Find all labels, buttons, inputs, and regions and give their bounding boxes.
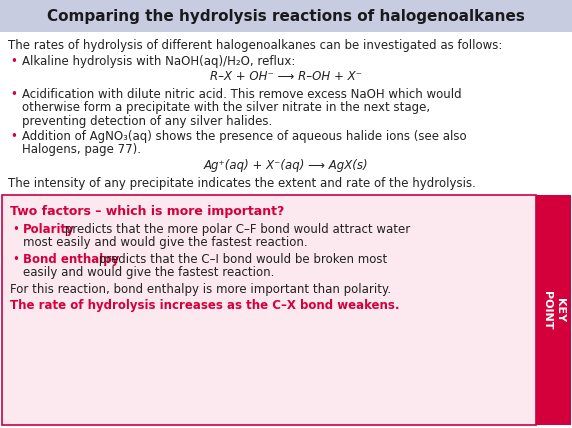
Text: predicts that the more polar C–F bond would attract water: predicts that the more polar C–F bond wo… — [61, 223, 410, 235]
Text: •: • — [12, 253, 19, 265]
Text: otherwise form a precipitate with the silver nitrate in the next stage,: otherwise form a precipitate with the si… — [22, 101, 430, 114]
Text: Alkaline hydrolysis with NaOH(aq)/H₂O, reflux:: Alkaline hydrolysis with NaOH(aq)/H₂O, r… — [22, 54, 295, 68]
Text: The intensity of any precipitate indicates the extent and rate of the hydrolysis: The intensity of any precipitate indicat… — [8, 176, 476, 190]
Text: •: • — [10, 54, 17, 68]
Text: •: • — [10, 130, 17, 143]
Text: Two factors – which is more important?: Two factors – which is more important? — [10, 205, 284, 218]
Text: Polarity: Polarity — [23, 223, 75, 235]
Text: Ag⁺(aq) + X⁻(aq) ⟶ AgX(s): Ag⁺(aq) + X⁻(aq) ⟶ AgX(s) — [204, 159, 368, 172]
Text: The rates of hydrolysis of different halogenoalkanes can be investigated as foll: The rates of hydrolysis of different hal… — [8, 39, 502, 52]
Text: KEY
POINT: KEY POINT — [542, 291, 565, 329]
Text: Bond enthalpy: Bond enthalpy — [23, 253, 119, 265]
Text: preventing detection of any silver halides.: preventing detection of any silver halid… — [22, 115, 272, 128]
Text: The rate of hydrolysis increases as the C–X bond weakens.: The rate of hydrolysis increases as the … — [10, 299, 399, 312]
Text: Addition of AgNO₃(aq) shows the presence of aqueous halide ions (see also: Addition of AgNO₃(aq) shows the presence… — [22, 130, 467, 143]
Text: Halogens, page 77).: Halogens, page 77). — [22, 143, 141, 157]
Text: predicts that the C–I bond would be broken most: predicts that the C–I bond would be brok… — [95, 253, 387, 265]
Text: Comparing the hydrolysis reactions of halogenoalkanes: Comparing the hydrolysis reactions of ha… — [47, 9, 525, 24]
Text: R–X + OH⁻ ⟶ R–OH + X⁻: R–X + OH⁻ ⟶ R–OH + X⁻ — [210, 70, 362, 83]
Text: For this reaction, bond enthalpy is more important than polarity.: For this reaction, bond enthalpy is more… — [10, 283, 391, 297]
Bar — [536, 195, 571, 425]
Text: •: • — [10, 87, 17, 101]
Text: •: • — [12, 223, 19, 235]
Bar — [0, 0, 572, 32]
Text: easily and would give the fastest reaction.: easily and would give the fastest reacti… — [23, 266, 275, 279]
Text: most easily and would give the fastest reaction.: most easily and would give the fastest r… — [23, 236, 308, 249]
Text: Acidification with dilute nitric acid. This remove excess NaOH which would: Acidification with dilute nitric acid. T… — [22, 87, 462, 101]
Bar — [2, 195, 536, 425]
